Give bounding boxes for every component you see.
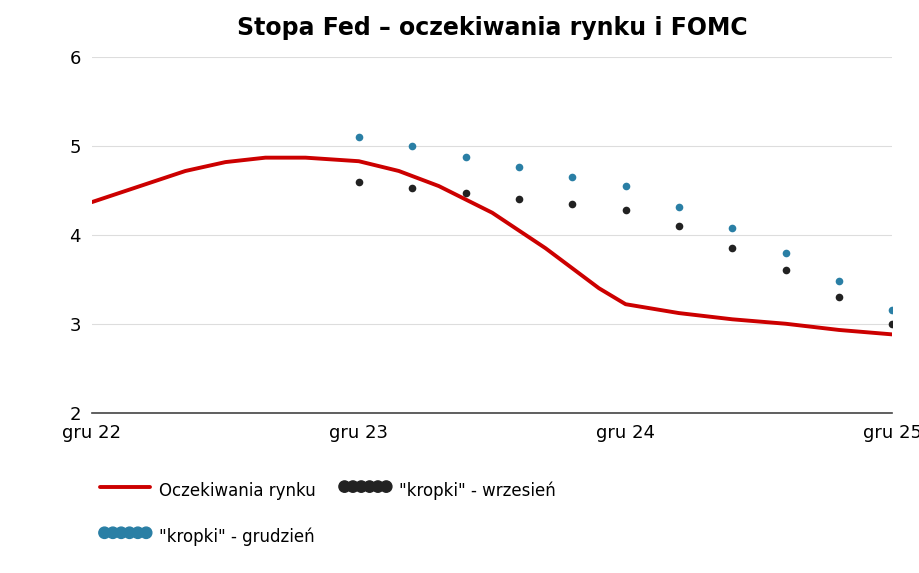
Title: Stopa Fed – oczekiwania rynku i FOMC: Stopa Fed – oczekiwania rynku i FOMC: [236, 16, 747, 40]
Legend: "kropki" - grudzień: "kropki" - grudzień: [100, 528, 314, 546]
